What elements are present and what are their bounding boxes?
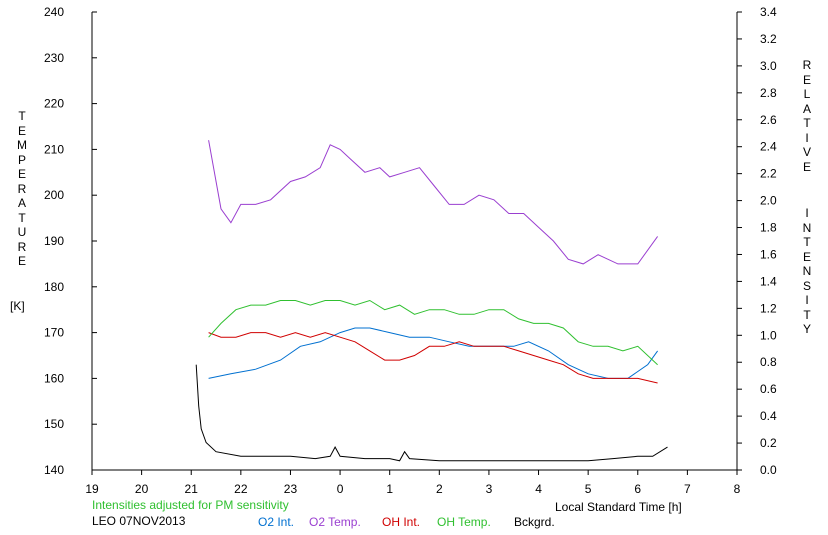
x-tick-label: 22	[234, 482, 248, 496]
left-axis-unit: [K]	[10, 299, 25, 313]
sensitivity-note: Intensities adjusted for PM sensitivity	[92, 498, 289, 512]
right-tick-label: 1.8	[760, 221, 777, 235]
axis-title-letter: E	[802, 72, 811, 87]
right-tick-label: 3.4	[760, 5, 777, 19]
x-tick-label: 23	[284, 482, 298, 496]
x-tick-label: 5	[585, 482, 592, 496]
axis-title-letter: T	[803, 307, 811, 322]
axis-title-letter: A	[17, 196, 26, 210]
x-tick-label: 2	[436, 482, 443, 496]
series-line-o2-int	[208, 327, 659, 379]
axis-title-letter: L	[803, 87, 811, 101]
axis-title-letter: T	[18, 109, 26, 123]
x-tick-label: 1	[386, 482, 393, 496]
axis-title-letter: R	[17, 239, 27, 254]
x-tick-label: 3	[486, 482, 493, 496]
right-tick-label: 0.4	[760, 409, 777, 423]
x-tick-label: 7	[684, 482, 691, 496]
series-line-bckgrd	[195, 364, 668, 462]
right-tick-label: 2.2	[760, 167, 777, 181]
legend-bckgrd: Bckgrd.	[514, 515, 555, 529]
right-tick-label: 1.6	[760, 247, 777, 261]
axis-title-letter: V	[802, 145, 811, 159]
right-tick-label: 0.2	[760, 436, 777, 450]
station-date: LEO 07NOV2013	[92, 514, 186, 528]
x-tick-label: 4	[535, 482, 542, 496]
axis-title-letter: N	[802, 220, 812, 235]
x-tick-label: 6	[634, 482, 641, 496]
axis-title-letter: N	[802, 264, 812, 278]
left-tick-label: 140	[44, 463, 64, 477]
x-tick-label: 21	[185, 482, 199, 496]
series-line-oh-int	[208, 332, 658, 384]
axis-title-letter: M	[17, 138, 27, 152]
left-tick-label: 160	[44, 371, 64, 385]
axis-title-letter: P	[17, 152, 26, 167]
axis-title-letter: T	[803, 235, 811, 249]
legend-o2-int: O2 Int.	[258, 515, 295, 529]
x-tick-label: 20	[135, 482, 149, 496]
series-line-oh-temp	[208, 299, 658, 366]
right-tick-label: 3.0	[760, 59, 777, 73]
legend-oh-int: OH Int.	[382, 515, 421, 529]
right-tick-label: 0.6	[760, 382, 777, 396]
axis-title-letter: Y	[802, 322, 811, 336]
left-tick-label: 170	[44, 326, 64, 340]
left-tick-label: 220	[44, 97, 64, 111]
left-tick-label: 240	[44, 5, 64, 19]
axis-title-letter: E	[802, 159, 811, 174]
x-tick-label: 8	[734, 482, 741, 496]
x-tick-label: 19	[85, 482, 99, 496]
right-tick-label: 1.0	[760, 328, 777, 342]
left-tick-label: 190	[44, 234, 64, 248]
left-tick-label: 200	[44, 188, 64, 202]
series-line-o2-temp	[208, 140, 659, 265]
right-tick-label: 2.4	[760, 140, 777, 154]
right-tick-label: 2.8	[760, 86, 777, 100]
series-layer	[195, 140, 668, 462]
right-tick-label: 1.2	[760, 301, 777, 315]
right-tick-label: 0.0	[760, 463, 777, 477]
right-tick-label: 2.0	[760, 194, 777, 208]
axis-title-letter: T	[803, 116, 811, 130]
right-axis-ticks: 0.0 0.2 0.4 0.6 0.8 1.0 1.2 1.4 1.6 1.8 2.0 2.2 2.4 2…	[737, 5, 777, 477]
legend-o2-temp: O2 Temp.	[309, 515, 361, 529]
axis-title-letter: E	[17, 254, 26, 268]
axis-title-letter: A	[802, 101, 811, 116]
axis-title-letter: E	[802, 249, 811, 264]
axis-title-letter: S	[802, 278, 811, 293]
right-tick-label: 2.6	[760, 113, 777, 127]
x-axis-label: Local Standard Time [h]	[555, 500, 682, 514]
axis-title-letter: E	[17, 167, 26, 181]
axis-title-letter: I	[805, 293, 809, 307]
axis-title-letter: I	[805, 130, 809, 145]
axis-title-letter: R	[17, 181, 27, 196]
left-tick-label: 210	[44, 142, 64, 156]
x-axis-ticks: 19 20 21 22 23 0 1 2 3 4 5 6 7 8	[85, 470, 741, 496]
axis-title-letter: T	[18, 210, 26, 225]
right-tick-label: 0.8	[760, 355, 777, 369]
x-tick-label: 0	[337, 482, 344, 496]
axis-title-letter: R	[802, 58, 812, 72]
axis-title-letter: U	[17, 225, 27, 239]
left-axis-ticks: 140 150 160 170 180 190 200 210 220 230 240	[44, 5, 97, 477]
left-tick-label: 180	[44, 280, 64, 294]
right-tick-label: 1.4	[760, 274, 777, 288]
legend-oh-temp: OH Temp.	[437, 515, 491, 529]
left-tick-label: 150	[44, 417, 64, 431]
left-tick-label: 230	[44, 51, 64, 65]
right-tick-label: 3.2	[760, 32, 777, 46]
plot-area	[91, 12, 738, 471]
axis-title-letter: I	[805, 206, 809, 220]
axis-title-letter: E	[17, 123, 26, 138]
